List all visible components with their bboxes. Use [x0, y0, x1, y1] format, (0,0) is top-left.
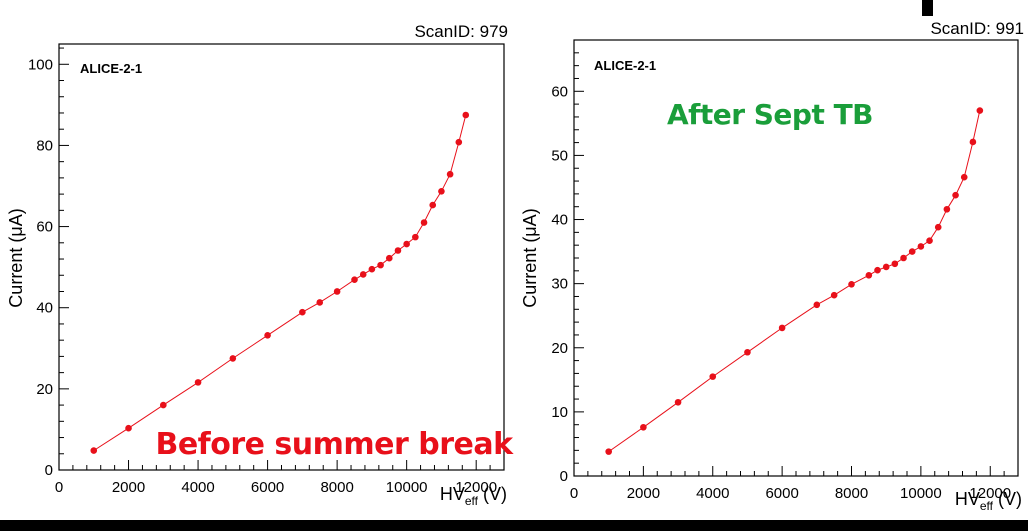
data-point [438, 187, 445, 195]
data-point [830, 291, 838, 299]
data-point [934, 223, 942, 231]
annotation-label: After Sept TB [667, 98, 873, 131]
x-tick-label: 10000 [900, 485, 942, 502]
data-point [229, 355, 237, 362]
y-tick-label: 60 [36, 219, 53, 236]
x-axis-label-main: HV [440, 484, 465, 504]
data-point [778, 324, 786, 332]
x-tick-label: 4000 [181, 479, 214, 496]
chart-panel-1: ScanID: 979 0 2000 4000 6000 8000 10000 12000 0 2… [6, 22, 515, 508]
y-tick-label: 50 [551, 147, 568, 164]
y-tick-label: 40 [551, 212, 568, 229]
x-tick-label: 2000 [627, 485, 660, 502]
data-point [882, 263, 890, 271]
x-axis-label: HVeff (V) [955, 489, 1022, 513]
data-point [446, 170, 454, 178]
data-point [429, 201, 437, 209]
plot-frame [573, 39, 1019, 477]
plot-frame [58, 43, 505, 471]
data-point [908, 248, 916, 255]
x-axis-label-unit: (V) [478, 484, 507, 504]
data-point [865, 272, 873, 279]
scan-id-label: ScanID: 979 [414, 22, 508, 41]
x-tick-label: 8000 [320, 479, 353, 496]
data-point [90, 447, 98, 454]
data-point [412, 233, 419, 241]
x-tick-label: 0 [55, 479, 63, 496]
data-point [420, 219, 428, 226]
y-tick-label: 20 [36, 381, 53, 398]
chart-panel-2: ScanID: 991 0 2000 4000 6000 8000 10000 12000 0 1… [520, 19, 1024, 513]
data-point [359, 271, 367, 278]
y-tick-label: 80 [36, 137, 53, 154]
data-point [351, 276, 358, 284]
data-point [194, 379, 202, 386]
x-tick-label: 0 [570, 485, 578, 502]
corner-mark [922, 0, 933, 16]
x-axis-label-sub: eff [465, 494, 479, 508]
x-axis-label: HVeff (V) [440, 484, 507, 508]
x-tick-label: 6000 [765, 485, 798, 502]
x-tick-label: 10000 [386, 479, 428, 496]
x-tick-label: 12000 [455, 479, 497, 496]
y-axis-label: Current (μA) [6, 208, 26, 307]
data-point [264, 332, 271, 339]
data-point [403, 240, 410, 248]
data-point [917, 243, 925, 250]
data-point [385, 254, 393, 262]
data-point [900, 254, 907, 262]
data-point [333, 288, 341, 295]
data-point [316, 299, 324, 306]
y-tick-label: 0 [45, 462, 53, 479]
x-tick-label: 2000 [112, 479, 145, 496]
x-tick-label: 4000 [696, 485, 729, 502]
data-point [709, 373, 717, 380]
data-point [976, 107, 984, 114]
data-point [874, 266, 881, 274]
data-point [299, 308, 306, 316]
x-axis-label-sub: eff [980, 499, 994, 513]
chamber-label: ALICE-2-1 [80, 61, 142, 76]
y-tick-label: 10 [551, 404, 568, 421]
annotation-label: Before summer break [155, 427, 514, 462]
data-point [813, 301, 821, 309]
data-point [368, 265, 376, 273]
data-point [125, 424, 132, 432]
y-axis-label: Current (μA) [520, 208, 540, 307]
y-tick-label: 30 [551, 276, 568, 293]
data-point [377, 261, 384, 269]
x-tick-label: 6000 [251, 479, 284, 496]
data-point [394, 247, 402, 254]
x-tick-label: 8000 [835, 485, 868, 502]
data-point [674, 398, 682, 406]
y-tick-label: 40 [36, 300, 53, 317]
data-point [969, 138, 977, 146]
chamber-label: ALICE-2-1 [594, 58, 656, 73]
y-tick-label: 20 [551, 340, 568, 357]
data-point [744, 348, 751, 356]
y-tick-label: 0 [560, 468, 568, 485]
x-axis-label-unit: (V) [993, 489, 1022, 509]
y-tick-label: 60 [551, 83, 568, 100]
x-tick-label: 12000 [969, 485, 1011, 502]
data-point [159, 401, 167, 409]
data-point [891, 260, 899, 268]
data-point [848, 280, 855, 288]
data-point [943, 205, 951, 213]
x-axis-label-main: HV [955, 489, 980, 509]
data-point [462, 111, 470, 119]
data-point [605, 448, 612, 455]
y-tick-label: 100 [28, 56, 53, 73]
data-point [455, 138, 463, 146]
data-point [640, 423, 647, 431]
scan-id-label: ScanID: 991 [930, 19, 1024, 38]
bottom-border [0, 520, 1028, 531]
data-point [960, 173, 968, 181]
data-point [952, 191, 959, 199]
data-point [926, 237, 933, 244]
